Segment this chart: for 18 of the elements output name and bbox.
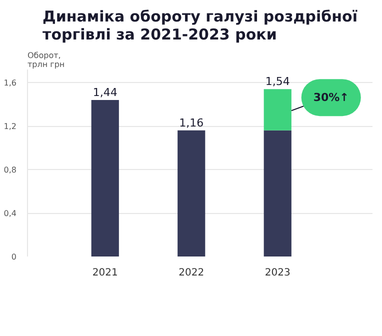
annotation: 30%↑ <box>313 91 349 104</box>
chart-title: Динаміка обороту галузі роздрібної торгівлі за 2021-2023 роки <box>42 8 358 44</box>
x-tick-label: 2021 <box>92 268 118 278</box>
y-tick-label: 0,4 <box>4 209 17 218</box>
y-tick-label: 0 <box>11 252 17 262</box>
x-tick-label: 2022 <box>178 268 204 278</box>
bar <box>264 130 292 256</box>
bar <box>91 100 119 256</box>
x-tick-label: 2023 <box>264 268 290 278</box>
total-label: 1,44 <box>92 86 118 99</box>
y-tick-label: 1,2 <box>4 122 17 132</box>
bar <box>178 130 206 256</box>
bar <box>264 89 292 130</box>
y-tick-label: 1,6 <box>4 78 17 88</box>
y-axis-title: Оборот, трлн грн <box>28 51 65 69</box>
total-label: 1,16 <box>179 116 204 130</box>
total-label: 1,54 <box>265 75 290 88</box>
y-tick-label: 0,8 <box>4 166 17 175</box>
